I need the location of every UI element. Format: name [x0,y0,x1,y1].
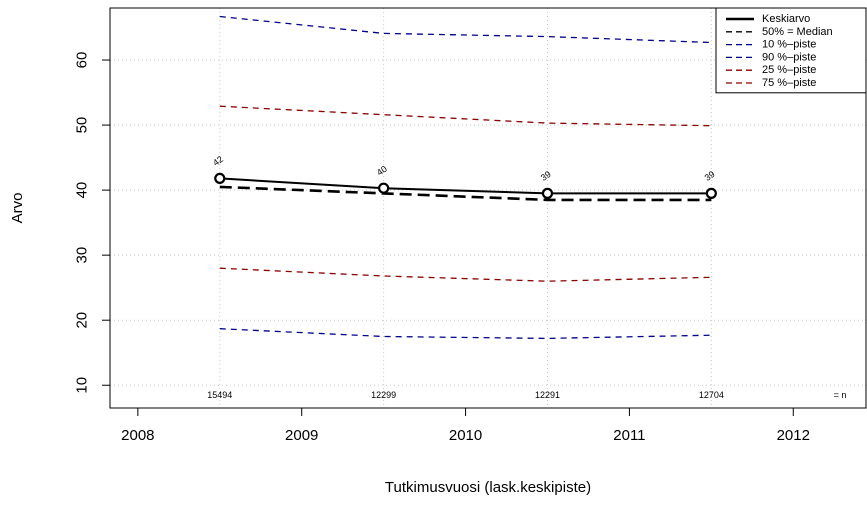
y-axis: 10 20 30 40 50 60 [74,52,111,394]
mean-point-2 [541,187,554,199]
point-label-1: 40 [375,164,389,178]
y-tick-label-2: 30 [74,247,91,264]
count-label-1: 12299 [371,390,396,400]
point-label-2: 39 [539,169,553,183]
markers-layer [214,172,717,199]
grid-lines [110,8,867,408]
x-axis-title: Tutkimusvuosi (lask.keskipiste) [385,479,591,496]
x-tick-label-1: 2009 [285,427,318,444]
point-labels-layer: 42 40 39 39 [211,154,716,183]
series-layer [219,15,712,340]
legend-label-4: 25 %–piste [762,64,816,76]
y-tick-label-5: 60 [74,52,91,69]
count-label-0: 15494 [207,390,232,400]
count-label-2: 12291 [535,390,560,400]
y-tick-label-0: 10 [74,377,91,394]
y-tick-label-4: 50 [74,117,91,134]
mean-point-0 [214,172,226,185]
count-suffix: = n [834,390,847,400]
series-line-0 [219,177,712,195]
legend-label-0: Keskiarvo [762,13,810,25]
mean-point-1 [378,182,390,194]
legend-box [715,7,867,94]
x-tick-label-4: 2012 [777,427,810,444]
x-tick-label-3: 2011 [613,427,645,444]
x-tick-label-2: 2010 [449,427,482,444]
legend-label-1: 50% = Median [762,26,833,38]
x-axis: 2008 2009 2010 2011 2012 [121,407,810,444]
series-line-4 [219,267,712,282]
point-label-0: 42 [211,154,225,168]
series-line-5 [219,105,712,127]
series-line-3 [219,15,712,44]
y-tick-label-1: 20 [74,312,91,329]
legend-label-2: 10 %–piste [762,39,816,51]
x-tick-label-0: 2008 [121,427,154,444]
count-label-3: 12704 [699,390,724,400]
series-line-1 [219,185,712,202]
legend-label-3: 90 %–piste [762,51,816,63]
legend-label-5: 75 %–piste [762,77,816,89]
point-label-3: 39 [703,169,717,183]
mean-point-3 [705,187,717,199]
y-tick-label-3: 40 [74,182,91,199]
y-axis-title: Arvo [9,193,26,224]
counts-layer: 15494 12299 12291 12704 = n [207,390,846,400]
series-line-2 [219,328,712,340]
